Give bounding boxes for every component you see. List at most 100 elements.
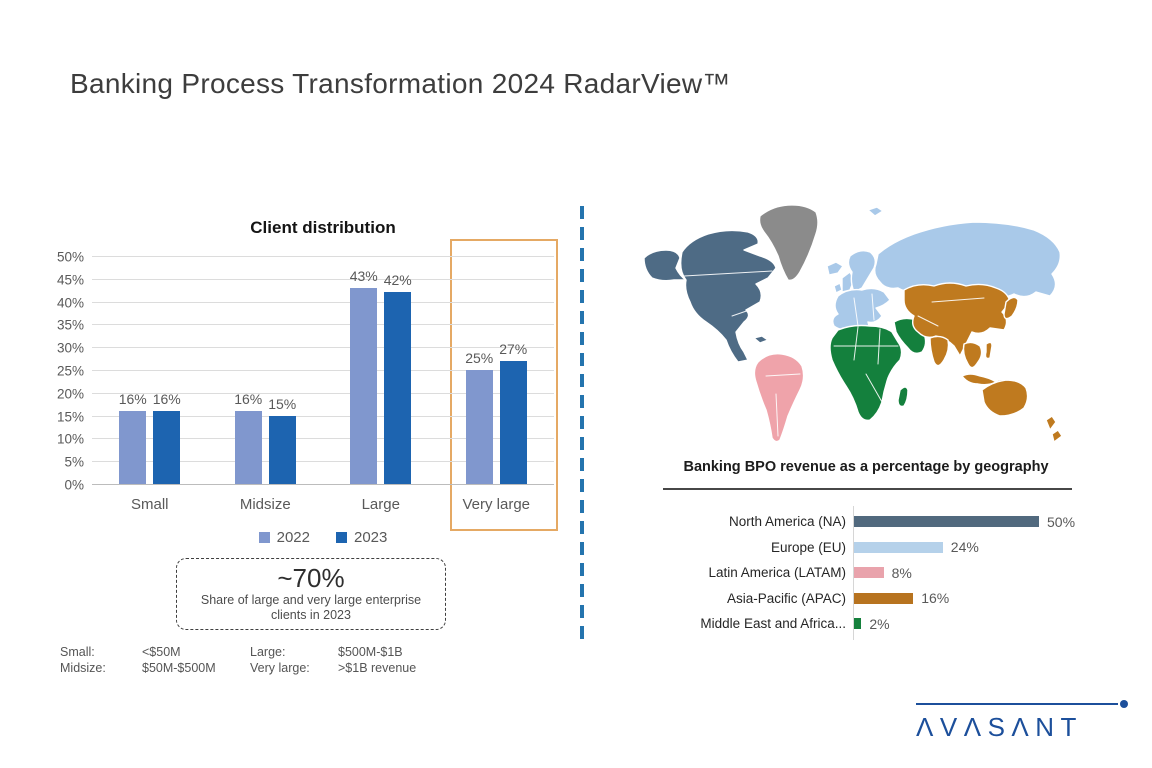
map-indochina xyxy=(962,341,983,369)
y-tick-label: 5% xyxy=(64,454,84,470)
bar-2023-large xyxy=(384,292,412,484)
geo-row: North America (NA) 50% xyxy=(650,509,1090,535)
footnote-cell: >$1B revenue xyxy=(338,661,417,675)
map-europe xyxy=(831,287,891,333)
gridline xyxy=(92,461,554,463)
y-tick-label: 35% xyxy=(56,317,84,333)
map-north-america xyxy=(679,229,777,363)
gridline xyxy=(92,438,554,440)
map-philippines xyxy=(984,341,993,360)
geo-chart-axis-line xyxy=(853,506,854,640)
bar-2022-large xyxy=(350,287,378,484)
size-definitions-footnote: Small: <$50M Large: $500M-$1B Midsize: $50M-$… xyxy=(60,645,416,675)
map-greenland xyxy=(758,204,819,282)
bar-value-label: 27% xyxy=(499,340,528,357)
legend-label: 2022 xyxy=(276,529,310,546)
bar-value-label: 16% xyxy=(118,391,147,408)
bar-value-label: 25% xyxy=(465,350,494,366)
geo-row-label: Europe (EU) xyxy=(770,539,846,555)
legend-swatch-icon xyxy=(258,532,270,543)
geo-bar-value: 50% xyxy=(1047,513,1076,530)
very-large-highlight-box xyxy=(450,239,558,531)
geo-row: Latin America (LATAM) 8% xyxy=(650,560,1090,586)
geo-chart-title: Banking BPO revenue as a percentage by g… xyxy=(683,459,1049,475)
bar-2022-very-large xyxy=(465,370,493,484)
footnote-cell: Small: xyxy=(60,645,95,659)
logo-dot-icon xyxy=(1120,700,1128,708)
bar-2022-small xyxy=(119,411,147,484)
avasant-logo: ΛVΛSΛNT xyxy=(916,700,1128,743)
bar-value-label: 15% xyxy=(268,395,297,412)
section-divider xyxy=(580,206,584,644)
footnote-cell: $50M-$500M xyxy=(142,661,216,675)
map-africa xyxy=(829,324,903,422)
page-title: Banking Process Transformation 2024 Rada… xyxy=(70,68,731,99)
bar-2022-midsize xyxy=(234,411,262,484)
map-south-america xyxy=(753,352,805,443)
geo-bar-3 xyxy=(854,592,914,604)
callout-line2: clients in 2023 xyxy=(271,607,351,622)
gridline xyxy=(92,370,554,371)
geo-row-label: North America (NA) xyxy=(728,514,846,530)
legend-swatch-icon xyxy=(336,532,347,543)
bar-value-label: 42% xyxy=(383,272,412,289)
map-alaska xyxy=(643,249,687,282)
map-russia xyxy=(873,221,1062,298)
geo-bar-2 xyxy=(854,567,884,579)
footnote-cell: $500M-$1B xyxy=(338,645,403,659)
y-tick-label: 15% xyxy=(56,409,84,425)
world-map xyxy=(643,204,1063,443)
client-chart-plot: 16% 16% 16% 15% 43% 42% 25% 27% xyxy=(92,256,554,485)
geo-bar-value: 8% xyxy=(891,564,912,581)
logo-line xyxy=(916,700,1128,708)
geo-row-label: Middle East and Africa... xyxy=(700,616,846,632)
geo-row-label: Latin America (LATAM) xyxy=(708,565,846,581)
map-new-zealand-south xyxy=(1051,429,1063,443)
y-tick-label: 30% xyxy=(56,340,84,356)
gridline xyxy=(92,256,554,257)
gridline xyxy=(92,324,554,326)
y-tick-label: 0% xyxy=(64,477,84,493)
legend-item-2023: 2023 xyxy=(336,529,387,546)
geo-bar-value: 16% xyxy=(921,590,950,607)
map-ireland xyxy=(833,282,843,294)
geo-bar-1 xyxy=(854,541,943,553)
map-new-zealand xyxy=(1045,415,1057,431)
legend-label: 2023 xyxy=(354,529,388,546)
geo-row: Asia-Pacific (APAC) 16% xyxy=(650,586,1090,612)
geo-row: Middle East and Africa... 2% xyxy=(650,611,1090,637)
geo-bar-value: 24% xyxy=(950,539,979,556)
client-chart-x-labels: Small Midsize Large Very large xyxy=(92,496,554,516)
bar-value-label: 16% xyxy=(152,391,181,408)
map-madagascar xyxy=(897,386,909,408)
bar-2023-small xyxy=(153,411,181,484)
bar-value-label: 43% xyxy=(349,267,378,284)
gridline xyxy=(92,301,554,303)
footnote-cell: <$50M xyxy=(142,645,181,659)
gridline xyxy=(92,347,554,349)
geo-bar-0 xyxy=(854,516,1039,528)
geo-title-rule xyxy=(663,488,1072,490)
footnote-cell: Midsize: xyxy=(60,661,106,675)
y-tick-label: 50% xyxy=(56,249,84,265)
map-india xyxy=(929,335,950,367)
map-scandinavia xyxy=(847,249,877,293)
map-japan xyxy=(1003,296,1019,320)
map-svalbard xyxy=(867,206,884,217)
callout-70-percent: ~70% Share of large and very large enter… xyxy=(176,558,446,630)
client-chart-y-axis: 0% 5% 10% 15% 20% 25% 30% 35% 40% 45% 50% xyxy=(30,250,84,493)
geo-bar-value: 2% xyxy=(869,615,890,632)
client-chart-legend: 2022 2023 xyxy=(92,529,554,546)
bar-value-label: 16% xyxy=(234,391,263,408)
callout-headline: ~70% xyxy=(277,563,345,594)
geo-chart: North America (NA) 50% Europe (EU) 24% Latin… xyxy=(650,509,1090,637)
geo-bar-4 xyxy=(854,618,862,630)
map-iceland xyxy=(826,261,844,276)
gridline xyxy=(92,392,554,394)
footnote-cell: Large: xyxy=(250,645,286,659)
client-chart-title: Client distribution xyxy=(250,218,396,237)
y-tick-label: 45% xyxy=(56,272,84,288)
gridline xyxy=(92,278,554,280)
map-caribbean xyxy=(753,335,769,344)
